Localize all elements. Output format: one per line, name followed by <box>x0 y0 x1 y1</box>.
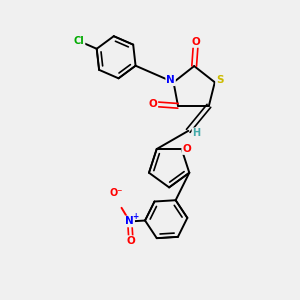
Text: O⁻: O⁻ <box>110 188 123 198</box>
Text: H: H <box>193 128 201 138</box>
Text: O: O <box>148 99 157 110</box>
Text: Cl: Cl <box>74 36 85 46</box>
Text: N: N <box>166 75 175 85</box>
Text: +: + <box>132 212 138 221</box>
Text: O: O <box>182 144 191 154</box>
Text: O: O <box>127 236 135 246</box>
Text: N: N <box>125 217 134 226</box>
Text: S: S <box>216 75 224 85</box>
Text: O: O <box>191 37 200 47</box>
